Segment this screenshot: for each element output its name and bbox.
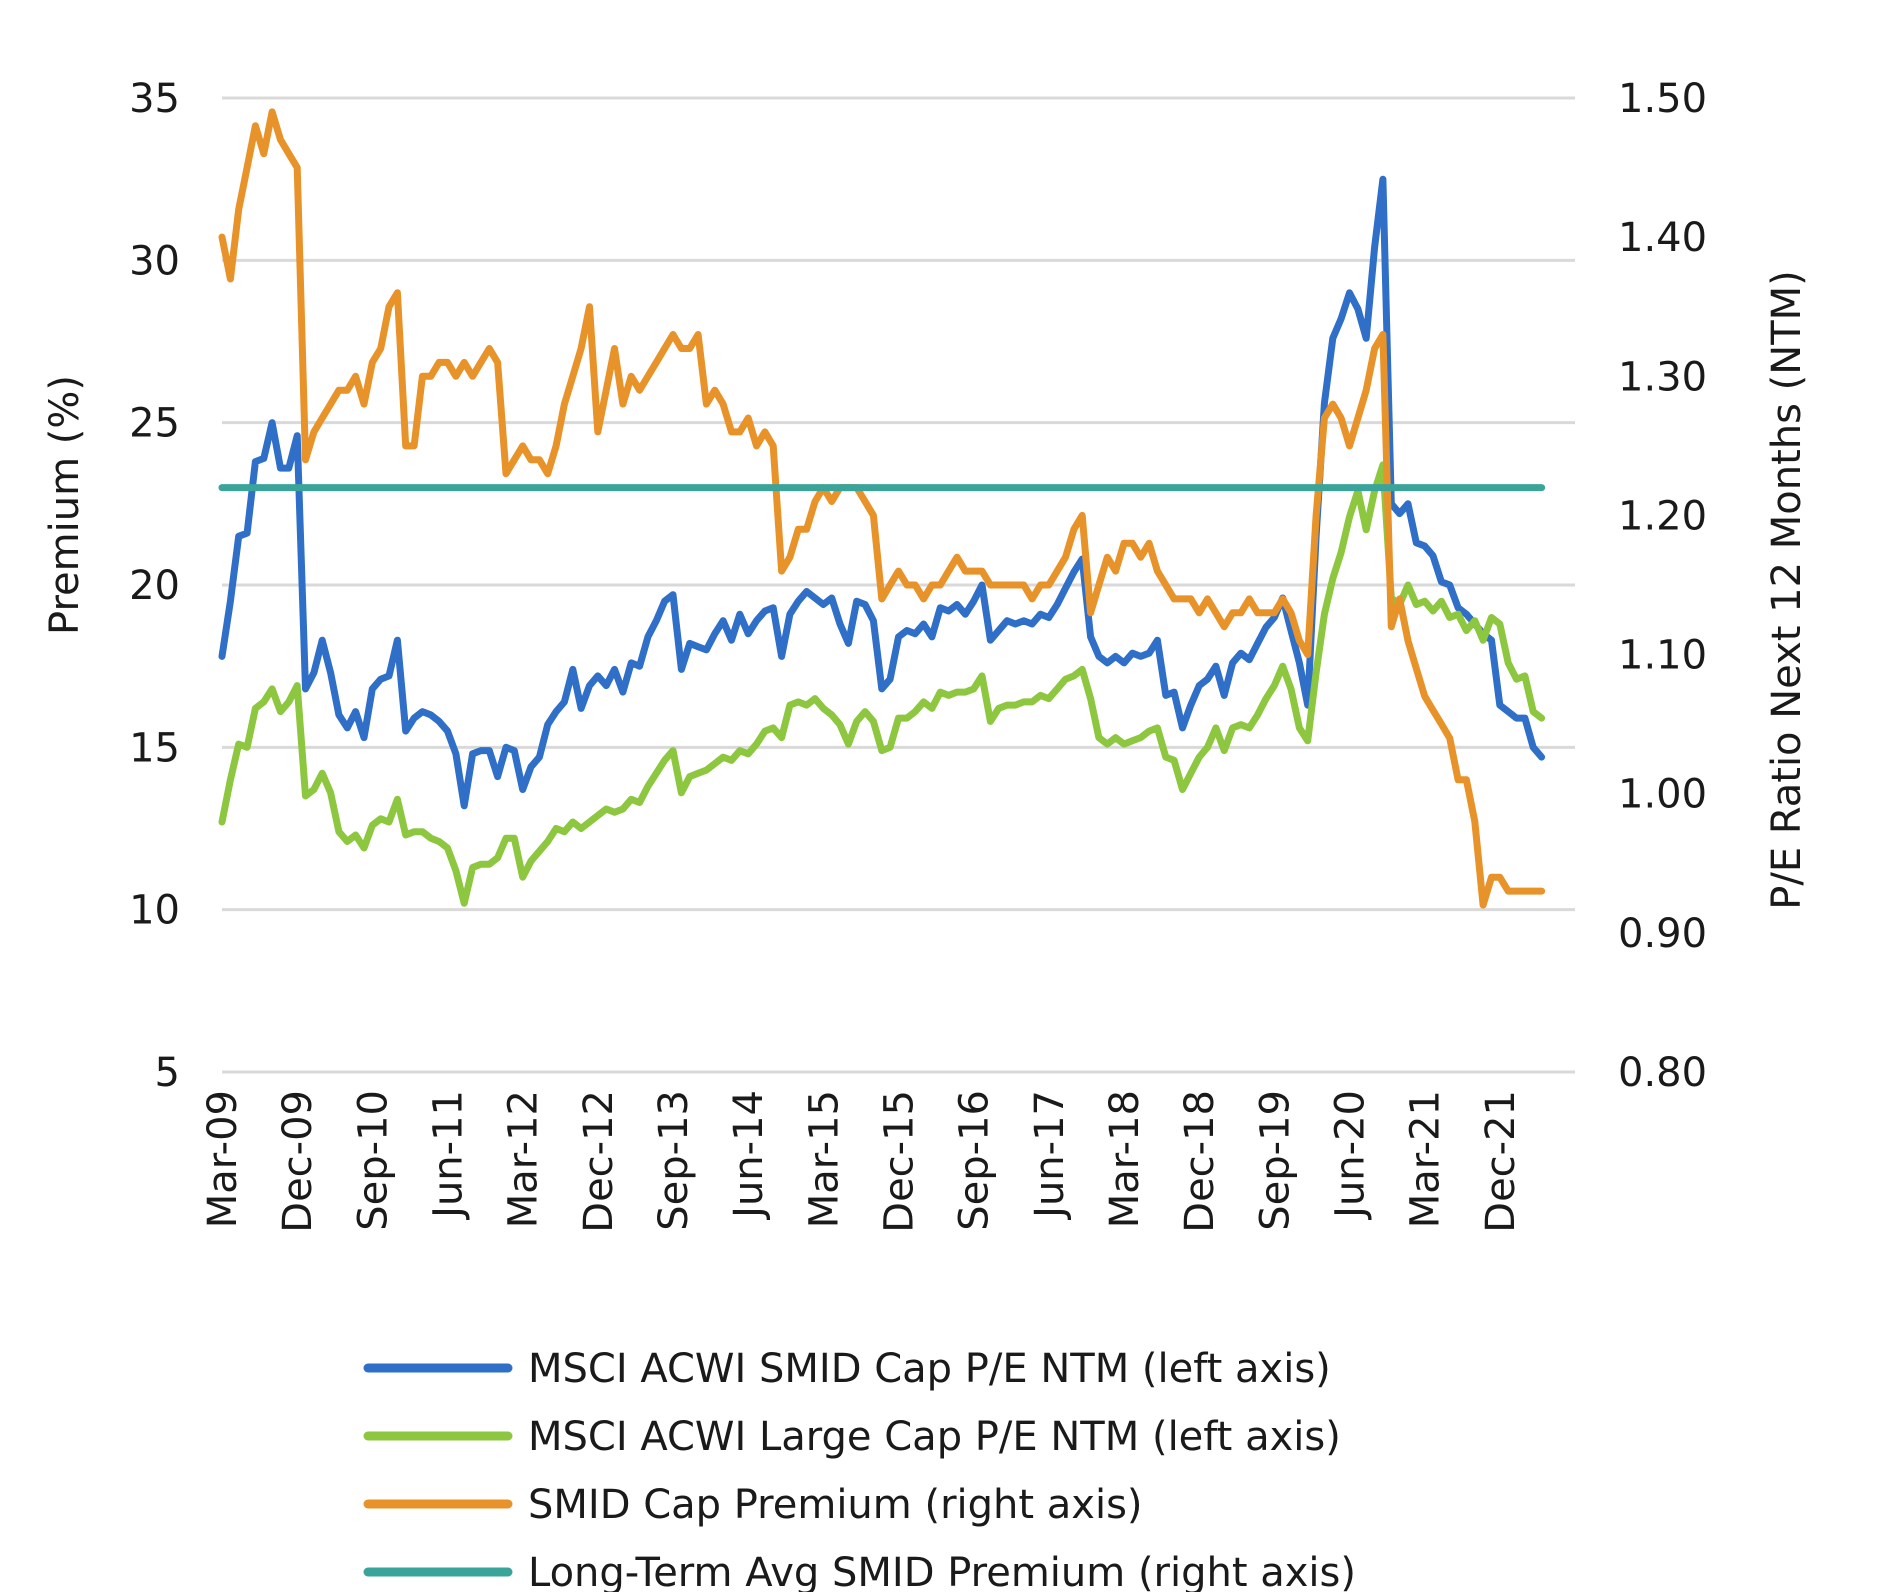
x-tick-label: Jun-20 <box>1328 1090 1374 1221</box>
x-tick-label: Mar-12 <box>501 1090 547 1228</box>
right-tick-label: 1.40 <box>1618 215 1707 261</box>
left-tick-label: 5 <box>155 1050 180 1096</box>
x-tick-label: Mar-21 <box>1403 1090 1449 1228</box>
x-tick-label: Dec-09 <box>275 1090 321 1233</box>
x-tick-label: Dec-21 <box>1478 1090 1524 1233</box>
left-tick-label: 20 <box>129 563 180 609</box>
legend-label: MSCI ACWI Large Cap P/E NTM (left axis) <box>528 1414 1341 1460</box>
right-tick-label: 1.50 <box>1618 76 1707 122</box>
right-axis-ticks: 1.50 1.40 1.30 1.20 1.10 1.00 0.90 0.80 <box>1618 76 1707 1096</box>
right-tick-label: 1.30 <box>1618 354 1707 400</box>
x-tick-label: Dec-15 <box>877 1090 923 1233</box>
right-tick-label: 0.80 <box>1618 1050 1707 1096</box>
x-tick-label: Jun-11 <box>426 1090 472 1221</box>
x-tick-label: Sep-13 <box>651 1090 697 1231</box>
x-tick-label: Mar-15 <box>801 1090 847 1228</box>
x-tick-label: Sep-16 <box>952 1090 998 1231</box>
x-tick-label: Jun-17 <box>1027 1090 1073 1221</box>
left-tick-label: 15 <box>129 725 180 771</box>
right-tick-label: 0.90 <box>1618 911 1707 957</box>
x-tick-label: Dec-18 <box>1177 1090 1223 1233</box>
legend-label: SMID Cap Premium (right axis) <box>528 1482 1143 1528</box>
series-line <box>218 175 1546 810</box>
left-axis-title: Premium (%) <box>42 375 88 635</box>
right-tick-label: 1.20 <box>1618 493 1707 539</box>
x-tick-label: Jun-14 <box>726 1090 772 1221</box>
x-tick-label: Dec-12 <box>576 1090 622 1233</box>
x-tick-label: Mar-18 <box>1102 1090 1148 1228</box>
x-axis-ticks: Mar-09 Dec-09 Sep-10 Jun-11 Mar-12 Dec-12 Sep-… <box>200 1090 1524 1233</box>
right-tick-label: 1.00 <box>1618 772 1707 818</box>
left-tick-label: 30 <box>129 238 180 284</box>
gridlines <box>222 96 1575 1074</box>
left-tick-label: 10 <box>129 888 180 934</box>
x-tick-label: Sep-10 <box>350 1090 396 1231</box>
right-tick-label: 1.10 <box>1618 633 1707 679</box>
x-tick-label: Sep-19 <box>1252 1090 1298 1231</box>
left-tick-label: 25 <box>129 401 180 447</box>
right-axis-title: P/E Ratio Next 12 Months (NTM) <box>1764 270 1810 910</box>
x-tick-label: Mar-09 <box>200 1090 246 1228</box>
left-tick-label: 35 <box>129 76 180 122</box>
legend: MSCI ACWI SMID Cap P/E NTM (left axis) MS… <box>363 1346 1356 1592</box>
left-axis-ticks: 35 30 25 20 15 10 5 <box>129 76 180 1096</box>
legend-label: MSCI ACWI SMID Cap P/E NTM (left axis) <box>528 1346 1331 1392</box>
series-line <box>218 108 1546 909</box>
legend-label: Long-Term Avg SMID Premium (right axis) <box>528 1550 1356 1592</box>
series-line <box>218 461 1546 907</box>
series-lines <box>218 108 1546 909</box>
